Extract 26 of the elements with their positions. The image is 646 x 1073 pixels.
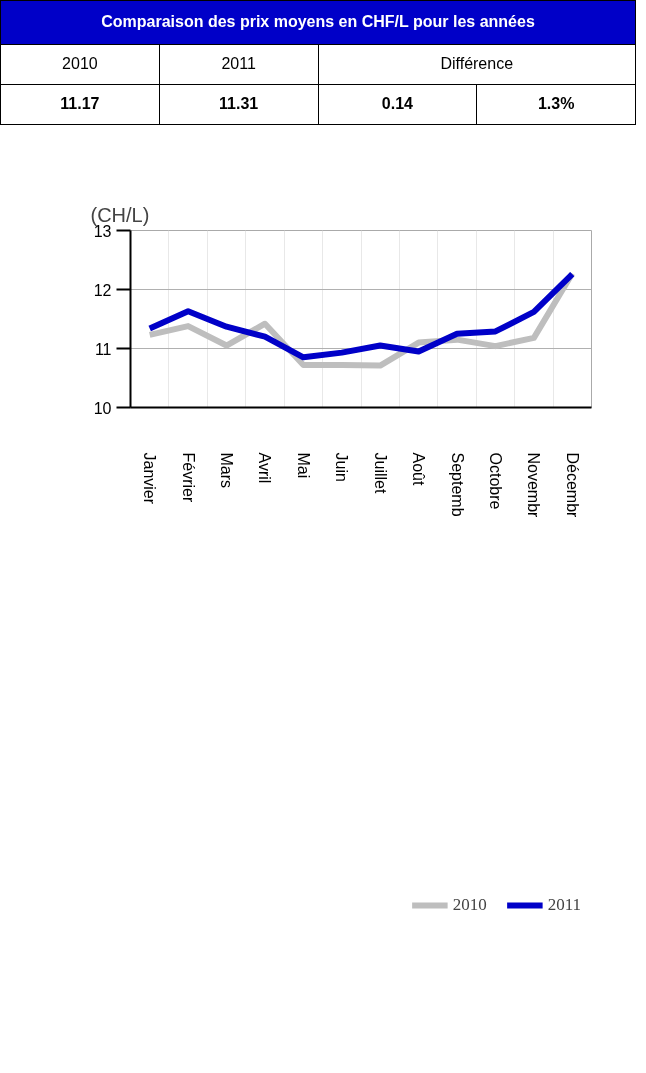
- x-tick-label: Novembr: [525, 452, 543, 519]
- text: 0.14: [318, 84, 477, 125]
- x-tick-label: Janvier: [141, 452, 159, 505]
- x-tick-label: Avril: [256, 452, 274, 484]
- x-tick-label: Février: [179, 452, 197, 503]
- x-tick-label: Décembr: [563, 452, 581, 519]
- y-tick-label: 10: [93, 399, 112, 417]
- legend-label: 2010: [452, 895, 487, 915]
- y-tick-label: 12: [93, 281, 112, 299]
- x-tick-label: Août: [410, 452, 428, 486]
- text: 2011: [159, 44, 318, 85]
- text: 1.3%: [476, 84, 636, 125]
- x-tick-label: Octobre: [486, 452, 504, 510]
- text: 11.17: [0, 84, 160, 125]
- x-tick-label: Mars: [218, 452, 236, 489]
- chart-title: Comparaison des prix moyens en CHF/L pour les années: [0, 0, 636, 45]
- text: Différence: [318, 44, 636, 85]
- x-tick-label: Septemb: [448, 452, 466, 517]
- x-tick-label: Juin: [333, 452, 351, 482]
- text: 2010: [0, 44, 160, 85]
- x-tick-label: Mai: [294, 452, 312, 479]
- x-tick-label: Juillet: [371, 452, 389, 494]
- y-tick-label: 11: [94, 340, 112, 358]
- legend-label: 2011: [547, 895, 581, 915]
- y-axis-title: (CH/L): [90, 203, 150, 226]
- text: 11.31: [159, 84, 318, 125]
